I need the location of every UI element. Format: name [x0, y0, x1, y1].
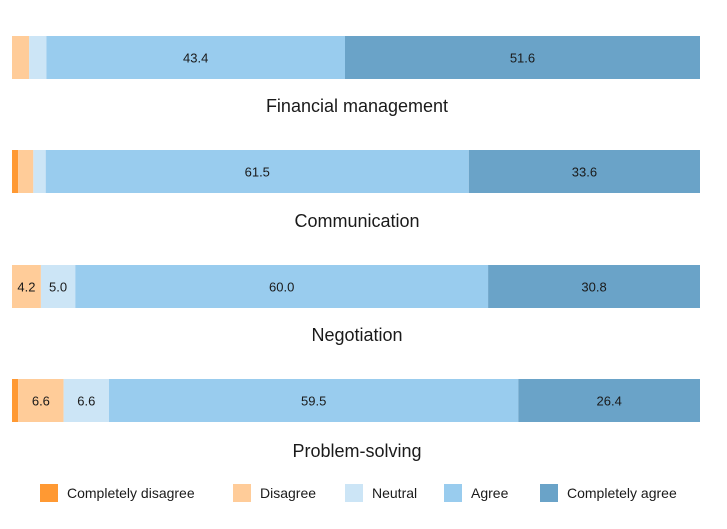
data-label: 61.5: [245, 165, 270, 180]
bar-segment: [12, 150, 19, 193]
legend-swatch: [540, 484, 558, 502]
legend-swatch: [444, 484, 462, 502]
data-label: 26.4: [597, 394, 622, 409]
legend-label: Completely agree: [567, 485, 677, 501]
legend-label: Agree: [471, 485, 509, 501]
panel-title: Communication: [294, 211, 419, 231]
legend-label: Completely disagree: [67, 485, 195, 501]
legend-label: Disagree: [260, 485, 316, 501]
bar-segment: [18, 150, 34, 193]
bar-segment: [12, 36, 30, 79]
bar-segment: [40, 265, 76, 308]
bar-group-2: 4.2 5.0 60.0 30.8: [12, 265, 700, 308]
legend-label: Neutral: [372, 485, 417, 501]
data-label: 5.0: [49, 280, 67, 295]
bar-group-0: 43.4 51.6: [12, 36, 700, 79]
data-label: 59.5: [301, 394, 326, 409]
bar-segment: [63, 379, 110, 422]
bar-segment: [518, 379, 700, 422]
bar-segment: [12, 265, 41, 308]
bar-segment: [29, 36, 47, 79]
data-label: 51.6: [510, 51, 535, 66]
legend-swatch: [233, 484, 251, 502]
bar-segment: [12, 379, 19, 422]
data-label: 30.8: [581, 280, 606, 295]
data-label: 43.4: [183, 51, 208, 66]
bar-segment: [109, 379, 519, 422]
bar-segment: [488, 265, 700, 308]
data-label: 6.6: [77, 394, 95, 409]
bar-segment: [18, 379, 64, 422]
legend-swatch: [345, 484, 363, 502]
bar-segment: [75, 265, 489, 308]
data-label: 60.0: [269, 280, 294, 295]
bar-segment: [33, 150, 46, 193]
panel-title: Problem-solving: [292, 441, 421, 461]
bar-segment: [45, 150, 469, 193]
data-label: 33.6: [572, 165, 597, 180]
bar-segment: [344, 36, 700, 79]
panel-title: Financial management: [266, 96, 448, 116]
data-label: 4.2: [17, 280, 35, 295]
bar-group-1: 61.5 33.6: [12, 150, 700, 193]
legend: Completely disagree Disagree Neutral Agree C…: [40, 484, 677, 502]
legend-swatch: [40, 484, 58, 502]
bar-group-3: 6.6 6.6 59.5 26.4: [12, 379, 700, 422]
bar-segment: [46, 36, 345, 79]
bar-segment: [468, 150, 700, 193]
data-label: 6.6: [32, 394, 50, 409]
panel-title: Negotiation: [311, 325, 402, 345]
